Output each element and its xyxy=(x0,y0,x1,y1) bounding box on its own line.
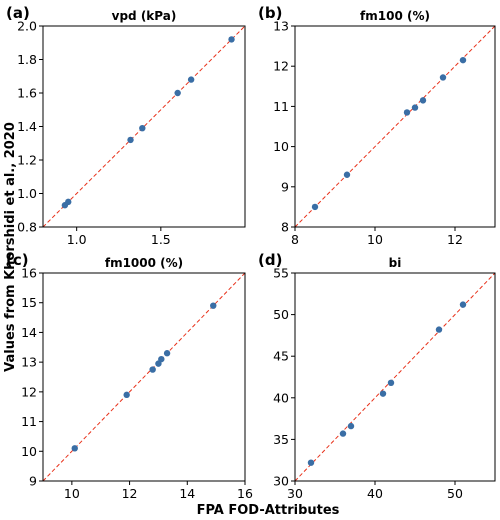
y-tick-label: 14 xyxy=(21,325,37,340)
data-point xyxy=(339,430,347,437)
y-tick-label: 1.2 xyxy=(17,153,37,168)
y-tick-label: 12 xyxy=(273,59,289,74)
data-point xyxy=(123,391,130,399)
data-point xyxy=(187,76,195,83)
y-tick-label: 15 xyxy=(21,295,37,310)
data-point xyxy=(65,198,72,206)
data-point xyxy=(139,124,146,132)
y-tick-label: 13 xyxy=(21,355,37,370)
y-tick-label: 9 xyxy=(29,474,37,489)
y-tick-label: 11 xyxy=(273,99,289,114)
x-tick-label: 16 xyxy=(237,486,253,501)
x-tick-label: 10 xyxy=(64,486,80,501)
x-axis-label: FPA FOD-Attributes xyxy=(197,503,340,518)
y-tick-label: 35 xyxy=(273,432,289,447)
x-tick-label: 50 xyxy=(447,486,463,501)
y-tick-label: 10 xyxy=(273,139,289,154)
plot-frame xyxy=(294,272,496,482)
data-point xyxy=(411,104,419,111)
data-point xyxy=(459,301,467,308)
panel-title: vpd (kPa) xyxy=(112,9,177,23)
x-tick-label: 14 xyxy=(179,486,195,501)
panel-c: 10 12 14 16 9 10 11 12 13 14 15 16 fm1000 (%) (c) xyxy=(6,251,253,501)
y-tick-label: 40 xyxy=(273,390,289,405)
y-tick-label: 11 xyxy=(21,414,37,429)
data-point xyxy=(379,390,387,397)
y-tick-label: 0.8 xyxy=(17,220,37,235)
y-tick-label: 2.0 xyxy=(17,19,37,34)
x-tick-label: 1.0 xyxy=(67,232,87,247)
data-point xyxy=(127,136,134,144)
one-to-one-line xyxy=(295,273,495,481)
data-point xyxy=(439,74,447,81)
x-tick-label: 30 xyxy=(287,486,303,501)
data-point xyxy=(459,56,467,64)
data-point xyxy=(228,36,235,43)
y-tick-label: 10 xyxy=(21,444,37,459)
panel-title: fm100 (%) xyxy=(360,9,430,23)
x-tick-label: 10 xyxy=(367,232,383,247)
panel-title: bi xyxy=(389,256,402,270)
panel-letter: (d) xyxy=(258,251,282,269)
one-to-one-line xyxy=(43,26,245,227)
panel-title: fm1000 (%) xyxy=(105,256,183,270)
y-tick-label: 55 xyxy=(273,266,289,281)
data-point xyxy=(174,89,181,97)
x-tick-label: 8 xyxy=(291,232,299,247)
data-point xyxy=(343,171,351,178)
y-tick-label: 16 xyxy=(21,266,37,281)
plot-frame xyxy=(42,272,246,482)
panel-d: 30 40 50 30 35 40 45 50 55 bi (d) xyxy=(258,251,496,501)
data-point xyxy=(210,302,217,309)
x-tick-label: 12 xyxy=(447,232,463,247)
y-tick-label: 1.0 xyxy=(17,186,37,201)
data-point xyxy=(71,445,78,452)
y-tick-label: 50 xyxy=(273,307,289,322)
x-tick-label: 1.5 xyxy=(151,232,171,247)
x-tick-label: 40 xyxy=(367,486,383,501)
x-tick-label: 12 xyxy=(122,486,138,501)
data-point xyxy=(163,350,171,357)
panel-letter: (c) xyxy=(6,251,29,269)
data-point xyxy=(158,355,165,363)
y-tick-label: 1.8 xyxy=(17,52,37,67)
data-point xyxy=(149,366,156,373)
y-tick-label: 1.4 xyxy=(17,119,37,134)
y-axis-label: Values from Khorshidi et al., 2020 xyxy=(3,122,18,372)
data-point xyxy=(307,459,315,466)
y-tick-label: 9 xyxy=(281,179,289,194)
y-tick-label: 8 xyxy=(281,220,289,235)
one-to-one-line xyxy=(295,26,495,227)
data-point xyxy=(419,97,427,104)
panel-letter: (a) xyxy=(6,4,30,22)
y-tick-label: 13 xyxy=(273,19,289,34)
y-tick-label: 1.6 xyxy=(17,86,37,101)
y-tick-label: 12 xyxy=(21,384,37,399)
y-tick-label: 30 xyxy=(273,474,289,489)
data-point xyxy=(435,326,443,333)
y-tick-label: 45 xyxy=(273,349,289,364)
panel-a: 1.0 1.5 0.8 1.0 1.2 1.4 1.6 1.8 2.0 vpd (kPa) (a) xyxy=(6,4,246,247)
plot-frame xyxy=(294,25,496,228)
data-point xyxy=(347,422,355,430)
data-point xyxy=(311,203,319,211)
data-point xyxy=(387,379,395,387)
data-point xyxy=(403,109,411,116)
panel-letter: (b) xyxy=(258,4,282,22)
panel-b: 8 10 12 8 9 10 11 12 13 fm100 (%) (b) xyxy=(258,4,496,247)
